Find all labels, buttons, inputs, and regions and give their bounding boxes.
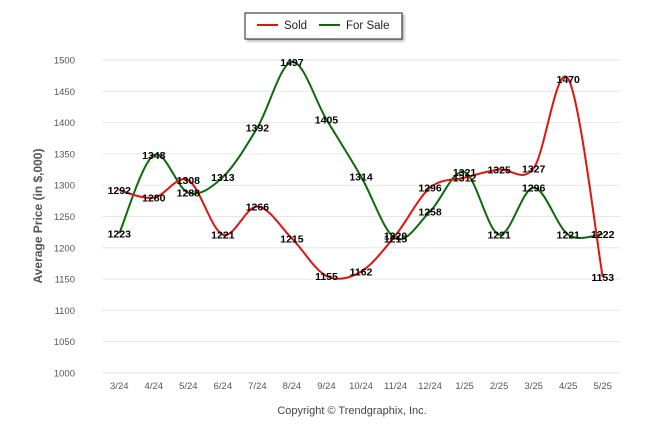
gridlines	[102, 59, 620, 374]
data-label-sold: 1162	[350, 267, 373, 279]
data-label-sold: 1470	[557, 74, 581, 86]
y-tick-label: 1200	[54, 243, 75, 254]
x-axis-ticks: 3/24 4/24 5/24 6/24 7/24 8/24 9/24 10/24 11/24 12…	[110, 381, 612, 392]
x-tick-label: 1/25	[455, 381, 474, 392]
data-label-sold: 1308	[177, 175, 201, 187]
y-tick-label: 1050	[54, 337, 75, 348]
y-tick-label: 1500	[54, 56, 75, 67]
data-label-sold: 1325	[487, 165, 511, 177]
data-labels: 1292 1280 1308 1221 1266 1215 1155 1162 1220 1296…	[108, 57, 615, 284]
data-label-for-sale: 1497	[280, 57, 304, 69]
data-label-for-sale: 1221	[487, 230, 511, 242]
x-tick-label: 3/24	[110, 381, 129, 392]
data-label-for-sale: 1313	[211, 172, 235, 184]
x-tick-label: 4/24	[145, 381, 164, 392]
data-label-sold: 1221	[211, 230, 235, 242]
series-line-for-sale[interactable]	[118, 60, 603, 241]
y-tick-label: 1000	[54, 369, 75, 380]
x-tick-label: 3/25	[524, 381, 543, 392]
y-tick-label: 1100	[55, 306, 75, 317]
x-tick-label: 6/24	[214, 381, 233, 392]
x-tick-label: 7/24	[248, 381, 267, 392]
x-tick-label: 8/24	[283, 381, 302, 392]
data-label-for-sale: 1223	[108, 228, 132, 240]
data-label-sold: 1312	[453, 173, 477, 185]
copyright-credit: Copyright © Trendgraphix, Inc.	[277, 405, 426, 417]
data-label-sold: 1215	[280, 233, 304, 245]
data-label-for-sale: 1321	[453, 167, 477, 179]
data-label-sold: 1292	[108, 185, 132, 197]
y-tick-label: 1150	[55, 275, 75, 286]
data-label-sold: 1153	[591, 272, 614, 284]
data-label-sold: 1280	[142, 193, 166, 205]
data-label-sold: 1296	[418, 183, 442, 195]
data-label-sold: 1266	[246, 201, 270, 213]
y-axis-title: Average Price (in $,000)	[31, 149, 45, 284]
data-label-sold: 1155	[315, 271, 338, 283]
x-tick-label: 10/24	[349, 381, 373, 392]
data-label-for-sale: 1258	[418, 206, 442, 218]
data-label-sold: 1220	[384, 230, 408, 242]
legend-label-for-sale[interactable]: For Sale	[346, 20, 389, 32]
legend-label-sold[interactable]: Sold	[284, 20, 307, 32]
x-tick-label: 4/25	[559, 381, 578, 392]
x-tick-label: 5/25	[593, 381, 612, 392]
y-tick-label: 1250	[54, 212, 75, 223]
data-label-for-sale: 1348	[142, 150, 166, 162]
y-tick-label: 1400	[54, 118, 75, 129]
x-tick-label: 9/24	[317, 381, 336, 392]
data-label-for-sale: 1288	[177, 188, 201, 200]
data-label-for-sale: 1296	[522, 183, 546, 195]
data-label-sold: 1327	[522, 163, 546, 175]
y-tick-label: 1300	[54, 181, 75, 192]
data-label-for-sale: 1222	[591, 229, 615, 241]
data-label-for-sale: 1221	[557, 230, 581, 242]
legend[interactable]: Sold For Sale	[244, 12, 403, 40]
x-tick-label: 11/24	[384, 381, 407, 392]
data-label-for-sale: 1405	[315, 114, 339, 126]
series-line-sold[interactable]	[119, 75, 604, 280]
data-label-for-sale: 1314	[349, 171, 373, 183]
x-tick-label: 12/24	[418, 381, 442, 392]
y-tick-label: 1450	[54, 87, 75, 98]
data-label-for-sale: 1392	[246, 123, 270, 135]
x-tick-label: 2/25	[490, 381, 509, 392]
data-label-for-sale: 1215	[384, 233, 408, 245]
y-axis-ticks: 1000 1050 1100 1150 1200 1250 1300 1350 1400 1450…	[54, 56, 75, 380]
x-tick-label: 5/24	[179, 381, 198, 392]
series-lines	[118, 60, 604, 280]
y-tick-label: 1350	[54, 149, 75, 160]
